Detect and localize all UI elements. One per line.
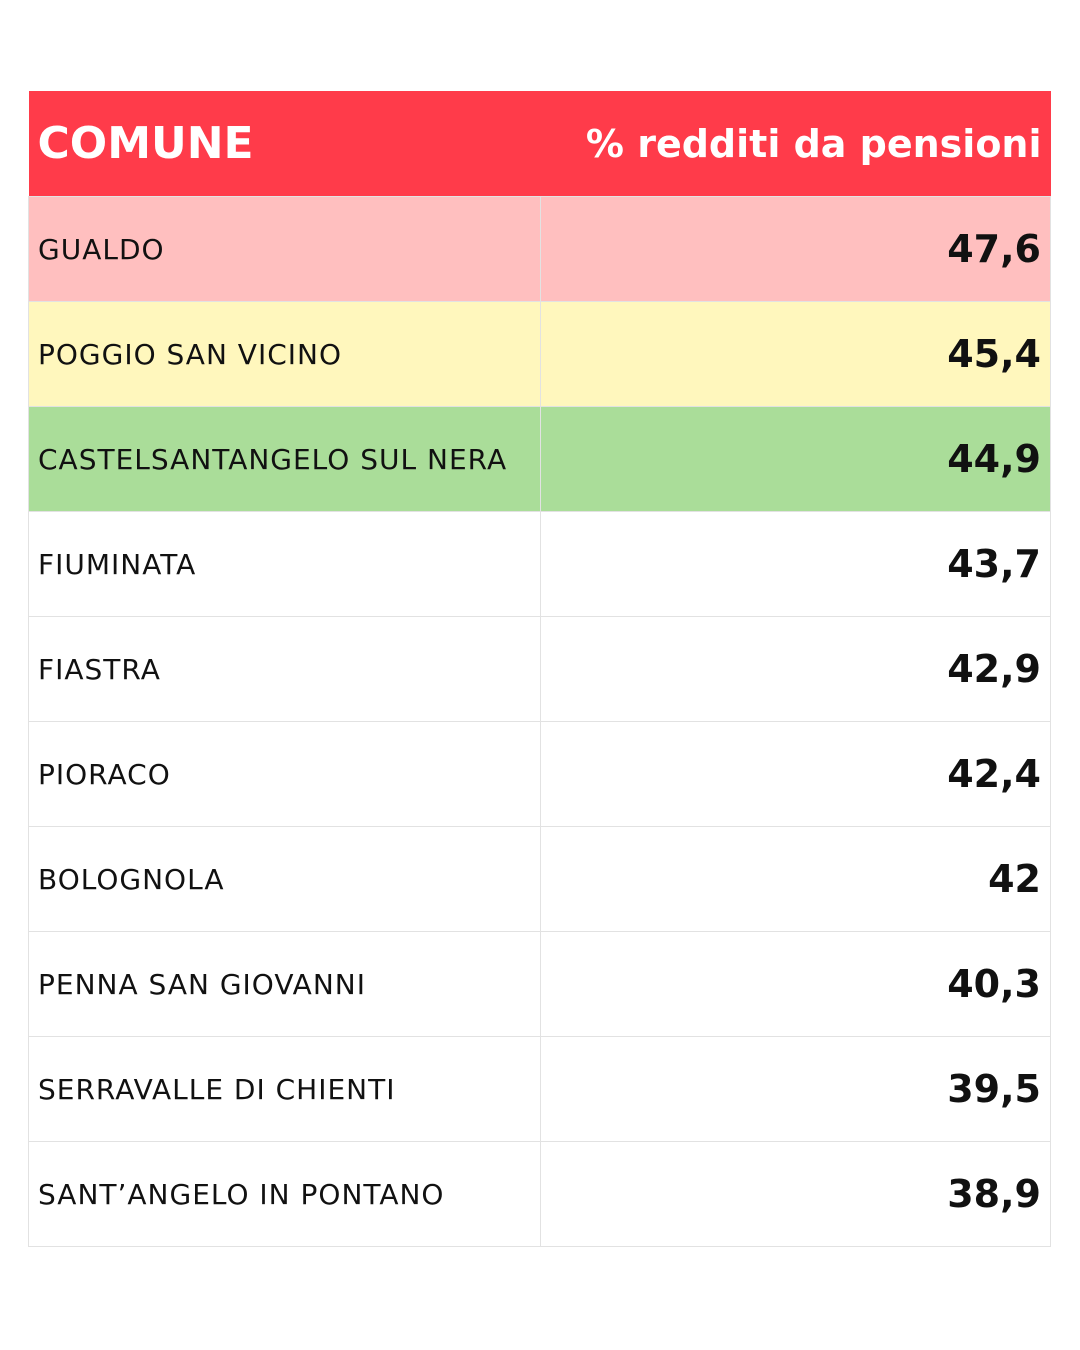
value-cell: 40,3 [540, 931, 1051, 1037]
table-row: BOLOGNOLA 42 [28, 826, 1051, 932]
comune-cell: PENNA SAN GIOVANNI [28, 931, 541, 1037]
table-header: COMUNE % redditi da pensioni [28, 91, 1051, 197]
value-cell: 38,9 [540, 1141, 1051, 1247]
comune-cell: SANT’ANGELO IN PONTANO [28, 1141, 541, 1247]
value-cell: 42 [540, 826, 1051, 932]
header-cell: % redditi da pensioni [540, 91, 1051, 197]
table-row: FIUMINATA 43,7 [28, 511, 1051, 617]
comune-cell: POGGIO SAN VICINO [28, 301, 541, 407]
table-row: GUALDO 47,6 [28, 196, 1051, 302]
comune-cell: GUALDO [28, 196, 541, 302]
comune-cell: FIASTRA [28, 616, 541, 722]
table-row: POGGIO SAN VICINO 45,4 [28, 301, 1051, 407]
table-row: FIASTRA 42,9 [28, 616, 1051, 722]
header-row: COMUNE % redditi da pensioni [28, 91, 1051, 197]
comune-cell: SERRAVALLE DI CHIENTI [28, 1036, 541, 1142]
table-row: CASTELSANTANGELO SUL NERA 44,9 [28, 406, 1051, 512]
table-body: GUALDO 47,6 POGGIO SAN VICINO 45,4 CASTELSAN… [28, 196, 1051, 1247]
header-cell: COMUNE [28, 91, 541, 197]
table-row: PIORACO 42,4 [28, 721, 1051, 827]
comune-cell: PIORACO [28, 721, 541, 827]
pension-table: COMUNE % redditi da pensioni GUALDO 47,6 P… [28, 91, 1051, 1247]
comune-cell: CASTELSANTANGELO SUL NERA [28, 406, 541, 512]
value-cell: 42,9 [540, 616, 1051, 722]
value-cell: 39,5 [540, 1036, 1051, 1142]
table-row: SANT’ANGELO IN PONTANO 38,9 [28, 1141, 1051, 1247]
table-row: PENNA SAN GIOVANNI 40,3 [28, 931, 1051, 1037]
value-cell: 47,6 [540, 196, 1051, 302]
comune-cell: BOLOGNOLA [28, 826, 541, 932]
value-cell: 43,7 [540, 511, 1051, 617]
table-row: SERRAVALLE DI CHIENTI 39,5 [28, 1036, 1051, 1142]
value-cell: 45,4 [540, 301, 1051, 407]
value-cell: 42,4 [540, 721, 1051, 827]
value-cell: 44,9 [540, 406, 1051, 512]
comune-cell: FIUMINATA [28, 511, 541, 617]
